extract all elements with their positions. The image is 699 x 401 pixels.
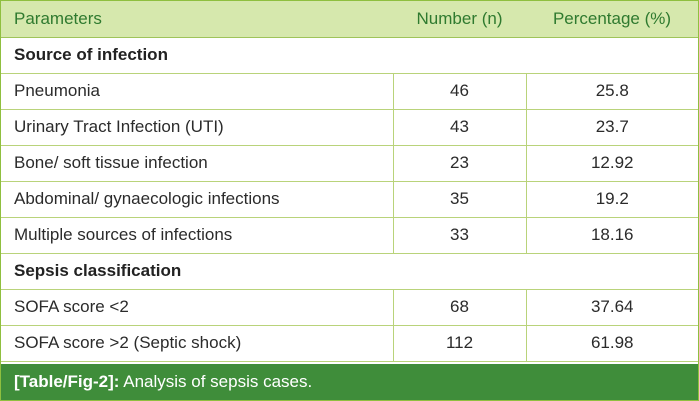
caption-text: Analysis of sepsis cases. [119, 372, 313, 391]
table-row: Bone/ soft tissue infection 23 12.92 [1, 145, 698, 182]
row-label: SOFA score >2 (Septic shock) [1, 325, 393, 362]
row-percentage: 23.7 [525, 109, 698, 146]
row-number: 46 [392, 73, 526, 110]
row-percentage: 37.64 [525, 289, 698, 326]
row-label: Pneumonia [1, 73, 393, 110]
row-number: 68 [392, 289, 526, 326]
row-label: Abdominal/ gynaecologic infections [1, 181, 393, 218]
header-parameters: Parameters [1, 1, 393, 38]
header-percentage: Percentage (%) [526, 1, 698, 38]
row-number: 112 [392, 325, 526, 362]
section-title: Source of infection [1, 37, 698, 74]
row-percentage: 12.92 [525, 145, 698, 182]
row-percentage: 19.2 [525, 181, 698, 218]
row-number: 23 [392, 145, 526, 182]
table-row: Abdominal/ gynaecologic infections 35 19… [1, 181, 698, 218]
row-label: Urinary Tract Infection (UTI) [1, 109, 393, 146]
table-caption: [Table/Fig-2]: Analysis of sepsis cases. [1, 364, 698, 400]
row-label: SOFA score <2 [1, 289, 393, 326]
table-row: Urinary Tract Infection (UTI) 43 23.7 [1, 109, 698, 146]
row-number: 33 [392, 217, 526, 254]
table-row: SOFA score >2 (Septic shock) 112 61.98 [1, 325, 698, 362]
row-label: Multiple sources of infections [1, 217, 393, 254]
table-row: Pneumonia 46 25.8 [1, 73, 698, 110]
row-percentage: 18.16 [525, 217, 698, 254]
table-row: SOFA score <2 68 37.64 [1, 289, 698, 326]
section-row-sepsis-classification: Sepsis classification [1, 253, 698, 290]
sepsis-analysis-table: Parameters Number (n) Percentage (%) Sou… [1, 1, 698, 362]
row-label: Bone/ soft tissue infection [1, 145, 393, 182]
section-row-source-of-infection: Source of infection [1, 37, 698, 74]
header-row: Parameters Number (n) Percentage (%) [1, 1, 698, 38]
header-number: Number (n) [393, 1, 526, 38]
row-number: 35 [392, 181, 526, 218]
section-title: Sepsis classification [1, 253, 698, 290]
row-percentage: 61.98 [525, 325, 698, 362]
row-number: 43 [392, 109, 526, 146]
caption-tag: [Table/Fig-2]: [14, 372, 120, 391]
table-row: Multiple sources of infections 33 18.16 [1, 217, 698, 254]
row-percentage: 25.8 [525, 73, 698, 110]
